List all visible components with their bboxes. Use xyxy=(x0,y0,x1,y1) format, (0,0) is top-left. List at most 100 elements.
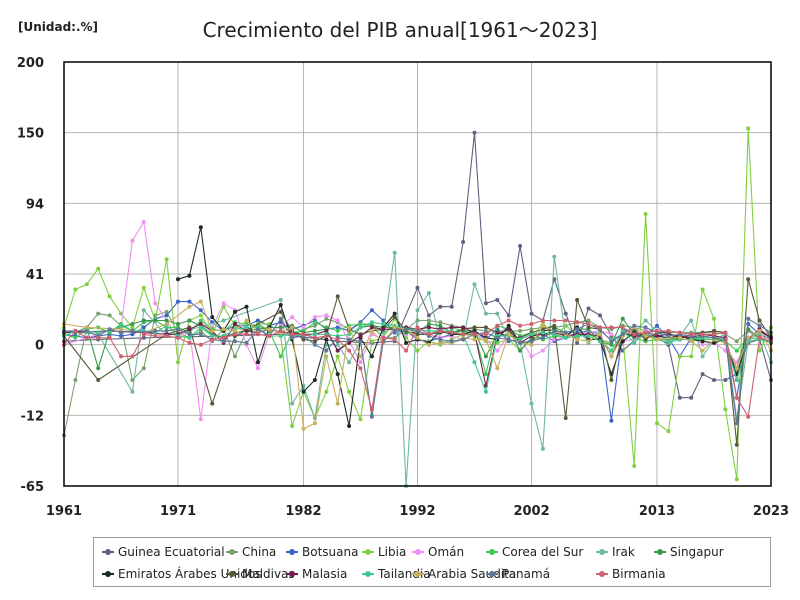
data-point xyxy=(176,277,180,282)
data-point xyxy=(598,313,602,318)
data-point xyxy=(153,334,158,338)
data-point xyxy=(210,328,215,333)
data-point xyxy=(712,340,716,345)
data-point xyxy=(210,401,215,406)
data-point xyxy=(483,301,488,306)
data-point xyxy=(518,328,523,333)
data-point xyxy=(609,354,614,359)
data-point xyxy=(290,401,295,406)
chart-series xyxy=(62,126,773,488)
data-point xyxy=(598,339,602,344)
series-arabia-saudita xyxy=(62,299,773,431)
data-point xyxy=(404,340,409,345)
data-point xyxy=(723,378,728,382)
data-point xyxy=(689,318,694,323)
data-point xyxy=(369,339,374,344)
data-point xyxy=(540,318,545,323)
data-point xyxy=(643,330,648,335)
data-point xyxy=(324,334,329,338)
legend-label: Arabia Saudita xyxy=(428,567,517,581)
data-point xyxy=(518,348,523,353)
data-point xyxy=(381,322,386,326)
data-point xyxy=(472,282,477,287)
data-point xyxy=(472,360,477,365)
data-point xyxy=(392,328,397,333)
data-point xyxy=(335,337,340,342)
data-point xyxy=(335,294,340,299)
data-point xyxy=(153,301,158,306)
data-point xyxy=(278,297,283,302)
data-point xyxy=(632,340,637,345)
data-point xyxy=(449,339,454,344)
data-point xyxy=(233,309,237,314)
data-point xyxy=(84,325,89,330)
data-point xyxy=(312,378,317,382)
data-point xyxy=(233,332,237,337)
data-point xyxy=(107,335,112,340)
data-point xyxy=(141,318,146,323)
data-point xyxy=(700,332,705,337)
data-point xyxy=(518,337,523,342)
data-point xyxy=(689,339,694,344)
data-point xyxy=(552,337,557,342)
data-point xyxy=(746,316,751,321)
data-point xyxy=(540,446,545,451)
data-point xyxy=(415,348,420,353)
chart-title: Crecimiento del PIB anual[1961～2023] xyxy=(202,18,598,42)
data-point xyxy=(164,309,169,314)
data-point xyxy=(415,285,420,290)
legend-item: Omán xyxy=(412,544,486,560)
x-tick-label: 2013 xyxy=(639,504,675,519)
data-point xyxy=(96,378,101,382)
data-point xyxy=(438,323,443,328)
data-point xyxy=(609,325,614,330)
legend-label: Birmania xyxy=(612,567,666,581)
data-point xyxy=(96,311,101,316)
data-point xyxy=(472,130,477,135)
data-point xyxy=(130,328,135,333)
data-point xyxy=(153,328,158,333)
data-point xyxy=(141,220,146,224)
data-point xyxy=(347,337,352,342)
data-point xyxy=(483,337,488,342)
data-point xyxy=(757,323,762,328)
data-point xyxy=(369,320,374,325)
data-point xyxy=(586,322,591,326)
data-point xyxy=(586,325,591,330)
data-point xyxy=(461,240,466,244)
data-point xyxy=(483,325,488,330)
data-point xyxy=(438,328,443,333)
data-point xyxy=(483,354,488,359)
data-point xyxy=(335,354,340,359)
chart-legend: Guinea Ecuatorial China Botsuana Libia Omán C… xyxy=(93,537,771,587)
data-point xyxy=(198,328,203,333)
data-point xyxy=(643,334,648,338)
data-point xyxy=(141,366,146,371)
legend-swatch xyxy=(102,569,114,579)
data-point xyxy=(96,335,101,340)
data-point xyxy=(734,339,739,344)
legend-label: Corea del Sur xyxy=(502,545,584,559)
legend-swatch xyxy=(286,547,298,557)
data-point xyxy=(221,339,226,344)
data-point xyxy=(666,340,671,345)
data-point xyxy=(392,325,397,330)
data-point xyxy=(632,464,637,468)
data-point xyxy=(198,417,203,422)
data-point xyxy=(312,323,317,328)
data-point xyxy=(506,327,511,332)
y-axis-tick-labels: -65 -12 0 41 94 150 200 xyxy=(17,56,44,495)
data-point xyxy=(495,335,500,340)
data-point xyxy=(734,421,739,426)
data-point xyxy=(107,327,112,332)
data-point xyxy=(267,327,272,332)
data-point xyxy=(734,378,739,382)
data-point xyxy=(255,366,260,371)
data-point xyxy=(278,309,283,314)
data-point xyxy=(176,322,180,326)
data-point xyxy=(164,257,169,262)
data-point xyxy=(96,366,101,371)
data-point xyxy=(586,339,591,344)
data-point xyxy=(655,337,659,342)
data-point xyxy=(335,328,340,333)
